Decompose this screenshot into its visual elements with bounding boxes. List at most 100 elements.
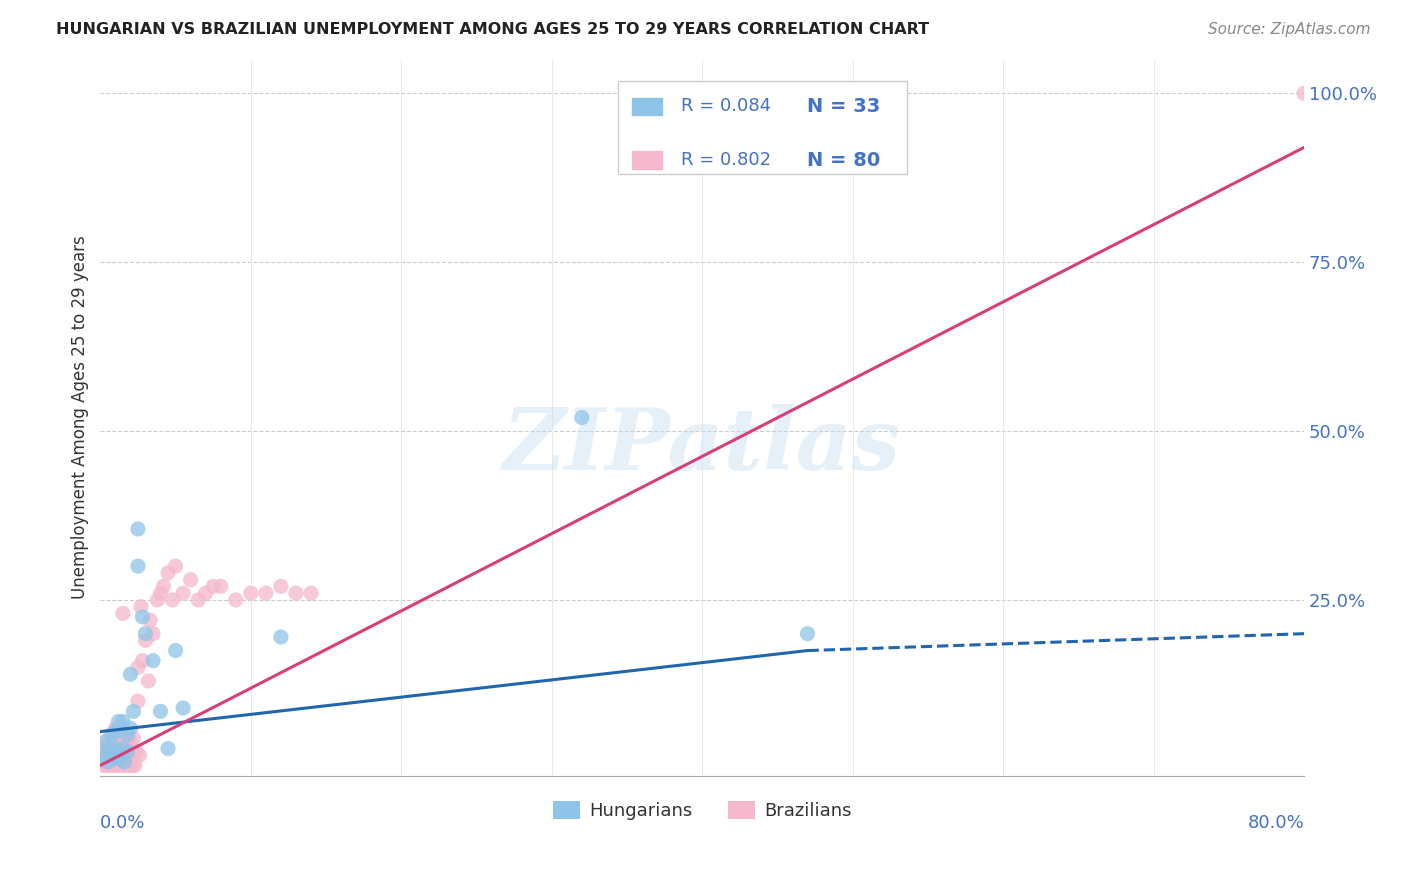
Point: [139, 613, 162, 627]
Text: N = 33: N = 33: [807, 97, 880, 116]
Point: [107, 748, 129, 763]
Point: [122, 731, 145, 746]
Point: [128, 748, 150, 763]
Point: [127, 660, 149, 674]
Point: [117, 728, 139, 742]
Point: [108, 724, 131, 739]
Point: [146, 593, 169, 607]
Point: [93, 748, 115, 763]
Point: [254, 586, 277, 600]
Point: [127, 694, 149, 708]
Point: [239, 586, 262, 600]
Text: ZIPatlas: ZIPatlas: [503, 404, 901, 488]
Point: [1294, 87, 1316, 101]
Point: [96, 758, 118, 772]
Point: [100, 745, 122, 759]
Point: [97, 735, 120, 749]
Point: [149, 586, 172, 600]
Point: [157, 566, 180, 580]
Point: [105, 741, 128, 756]
Point: [98, 741, 121, 756]
Point: [115, 745, 138, 759]
Point: [120, 721, 142, 735]
Point: [149, 704, 172, 718]
Point: [107, 755, 129, 769]
Point: [98, 758, 121, 772]
Point: [131, 609, 153, 624]
Text: HUNGARIAN VS BRAZILIAN UNEMPLOYMENT AMONG AGES 25 TO 29 YEARS CORRELATION CHART: HUNGARIAN VS BRAZILIAN UNEMPLOYMENT AMON…: [56, 22, 929, 37]
FancyBboxPatch shape: [619, 81, 907, 174]
Point: [142, 654, 165, 668]
Point: [165, 643, 187, 657]
Point: [152, 579, 174, 593]
Point: [100, 755, 122, 769]
Point: [93, 758, 115, 772]
Point: [111, 724, 134, 739]
Point: [157, 741, 180, 756]
Point: [110, 755, 132, 769]
Point: [97, 748, 120, 763]
Point: [270, 579, 292, 593]
Point: [100, 751, 122, 765]
Point: [121, 741, 143, 756]
Point: [111, 758, 134, 772]
Point: [111, 714, 134, 729]
Point: [104, 748, 127, 763]
Point: [112, 755, 135, 769]
Point: [117, 755, 139, 769]
Point: [111, 741, 134, 756]
Point: [94, 735, 117, 749]
Point: [117, 735, 139, 749]
Text: Source: ZipAtlas.com: Source: ZipAtlas.com: [1208, 22, 1371, 37]
Point: [129, 599, 152, 614]
Point: [103, 751, 125, 765]
Point: [284, 586, 307, 600]
Point: [127, 559, 149, 574]
Point: [134, 626, 156, 640]
Point: [162, 593, 184, 607]
Point: [112, 738, 135, 752]
Point: [131, 654, 153, 668]
Y-axis label: Unemployment Among Ages 25 to 29 years: Unemployment Among Ages 25 to 29 years: [72, 235, 89, 599]
Point: [115, 758, 138, 772]
Point: [118, 758, 141, 772]
Text: 0.0%: 0.0%: [100, 814, 146, 832]
Point: [187, 593, 209, 607]
Point: [96, 745, 118, 759]
Point: [117, 745, 139, 759]
Text: R = 0.084: R = 0.084: [681, 97, 770, 115]
Text: N = 80: N = 80: [807, 151, 880, 169]
Point: [571, 410, 593, 425]
Point: [125, 745, 148, 759]
Point: [172, 586, 194, 600]
Point: [104, 741, 127, 756]
Point: [94, 738, 117, 752]
Point: [124, 758, 146, 772]
Point: [104, 724, 127, 739]
FancyBboxPatch shape: [633, 97, 662, 115]
Point: [120, 735, 142, 749]
Point: [120, 755, 142, 769]
Point: [107, 714, 129, 729]
Legend: Hungarians, Brazilians: Hungarians, Brazilians: [546, 794, 859, 828]
Point: [142, 626, 165, 640]
Point: [165, 559, 187, 574]
Point: [209, 579, 232, 593]
Point: [100, 728, 122, 742]
Point: [127, 522, 149, 536]
Point: [90, 741, 112, 756]
Point: [105, 758, 128, 772]
Point: [97, 755, 120, 769]
Point: [138, 673, 160, 688]
Point: [98, 741, 121, 756]
FancyBboxPatch shape: [633, 152, 662, 169]
Point: [120, 667, 142, 681]
Point: [111, 607, 134, 621]
Point: [172, 701, 194, 715]
Point: [101, 728, 124, 742]
Text: 80.0%: 80.0%: [1247, 814, 1305, 832]
Point: [111, 748, 134, 763]
Point: [110, 738, 132, 752]
Point: [104, 721, 127, 735]
Point: [108, 751, 131, 765]
